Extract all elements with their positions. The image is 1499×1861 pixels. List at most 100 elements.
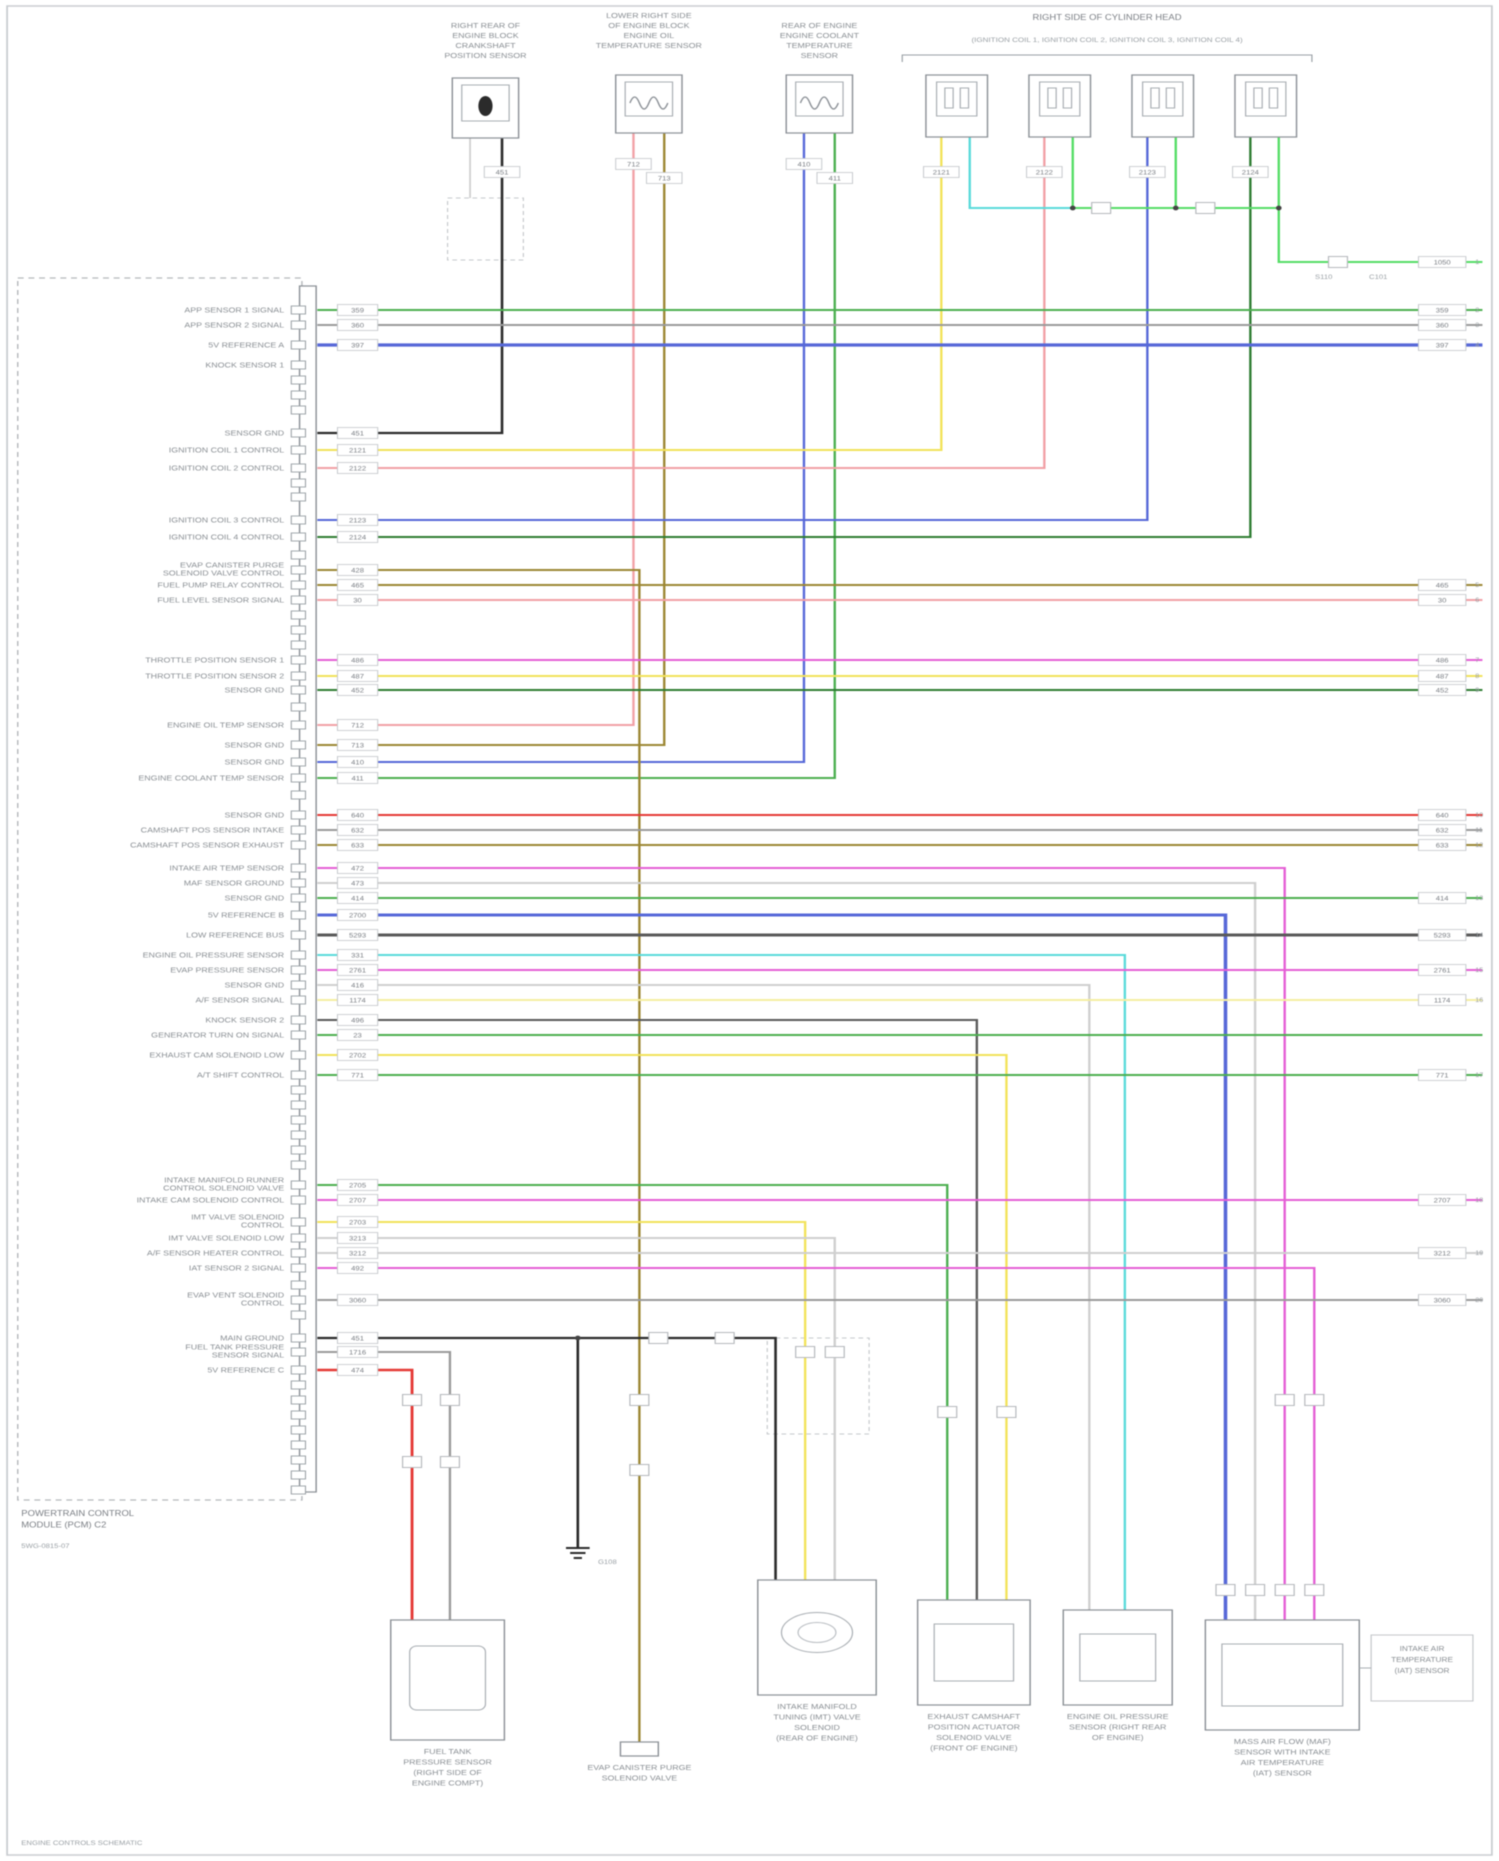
pcm-wire-code-box [336, 909, 379, 921]
pcm-pin [290, 305, 307, 315]
pcm-pin-label: GENERATOR TURN ON SIGNAL [151, 1031, 284, 1039]
wire-imt-control [317, 1221, 807, 1580]
top-wire-code-label: 2123 [1139, 169, 1156, 176]
edge-pin-number: 16 [1475, 997, 1483, 1003]
pcm-pin [290, 1248, 307, 1258]
pcm-wire-code-label: 633 [351, 842, 364, 849]
thermistor-icon [629, 96, 669, 110]
component-label: (FRONT OF ENGINE) [930, 1744, 1018, 1752]
pcm-wire-code-box [336, 594, 379, 606]
edge-wire-code-box [1418, 670, 1467, 682]
edge-pin-number: 2 [1475, 307, 1479, 313]
top-wire-code-box [1232, 166, 1269, 178]
ignition-coil-1 [925, 74, 989, 138]
edge-pin-number: 17 [1475, 1072, 1483, 1078]
component-label: POSITION SENSOR [444, 52, 526, 60]
coil-terminal [1165, 87, 1176, 109]
component-engine-oil-pressure-sensor [1062, 1609, 1173, 1706]
inline-connector [1195, 202, 1216, 214]
component-label: POSITION ACTUATOR [928, 1723, 1020, 1731]
pcm-pin [290, 1100, 307, 1110]
edge-wire-code-label: 1050 [1434, 259, 1451, 266]
edge-wire-code-box [1418, 892, 1467, 904]
pcm-pin [290, 1233, 307, 1243]
component-inner-exhaust-cam-actuator [933, 1623, 1015, 1682]
inline-connector [1327, 256, 1349, 268]
pcm-pin-label: CONTROL [241, 1221, 285, 1229]
junction-dot [1172, 205, 1179, 211]
pcm-pin [290, 445, 307, 455]
component-label: RIGHT REAR OF [451, 22, 520, 30]
wire-eop-low [317, 984, 1091, 1610]
coil-group-subtitle: (IGNITION COIL 1, IGNITION COIL 2, IGNIT… [971, 36, 1243, 44]
edge-wire-code-box [1418, 929, 1467, 941]
pcm-wire-code-label: 3212 [349, 1250, 366, 1257]
edge-pin-number: 13 [1475, 895, 1483, 901]
pcm-pin-label: FUEL PUMP RELAY CONTROL [157, 581, 284, 589]
pcm-wire-code-label: 331 [351, 952, 364, 959]
pcm-wire-code-label: 474 [351, 1367, 364, 1374]
pcm-pin-label: IMT VALVE SOLENOID LOW [168, 1234, 284, 1242]
pcm-pin [290, 1395, 307, 1405]
pcm-wire-code-box [336, 1194, 379, 1206]
inline-connector [1304, 1584, 1325, 1596]
component-label: SENSOR (RIGHT REAR [1069, 1723, 1166, 1731]
edge-wire-code-label: 5293 [1434, 932, 1451, 939]
pcm-wire-code-label: 2702 [349, 1052, 366, 1059]
pcm-wire-code-label: 359 [351, 307, 364, 314]
wire-eop-signal [317, 954, 1127, 1610]
ignition-coil-3 [1131, 74, 1195, 138]
edge-pin-number: 10 [1475, 812, 1483, 818]
pcm-pin [290, 671, 307, 681]
top-wire-code-box [785, 158, 823, 170]
wire-eot-low [317, 133, 666, 746]
component-label: TEMPERATURE [786, 42, 853, 50]
pcm-wire-code-box [336, 1294, 379, 1306]
pcm-wire-code-label: 2703 [349, 1219, 366, 1226]
page-border [6, 5, 1493, 1856]
pcm-wire-code-box [336, 1069, 379, 1081]
pcm-wire-code-box [336, 979, 379, 991]
pcm-pin [290, 740, 307, 750]
edge-pin-number: 18 [1475, 1197, 1483, 1203]
pcm-pin-label: SENSOR GND [225, 981, 285, 989]
pcm-pin [290, 685, 307, 695]
edge-wire-code-label: 452 [1436, 687, 1449, 694]
component-maf-iat-sensor [1204, 1619, 1360, 1731]
edge-wire-code-box [1418, 579, 1467, 591]
top-wire-code-label: 451 [496, 169, 509, 176]
pcm-pin [290, 1410, 307, 1420]
edge-pin-number: 5 [1475, 582, 1479, 588]
wire-coil2-control [317, 137, 1046, 469]
pcm-pin [290, 390, 307, 400]
component-label: LOWER RIGHT SIDE [606, 12, 692, 20]
component-label: ENGINE COOLANT [780, 32, 859, 40]
pcm-pin-label: SENSOR GND [225, 894, 285, 902]
edge-wire-code-box [1418, 1294, 1467, 1306]
edge-pin-number: 9 [1475, 687, 1479, 693]
pcm-pin [290, 910, 307, 920]
component-label: SOLENOID VALVE [602, 1774, 678, 1782]
edge-wire-code-label: 771 [1436, 1072, 1449, 1079]
edge-wire-code-label: 359 [1436, 307, 1449, 314]
pcm-wire-code-box [336, 339, 379, 351]
wire-eot-signal [317, 133, 635, 726]
edge-pin-number: 14 [1475, 932, 1483, 938]
pcm-pin-label: CAMSHAFT POS SENSOR EXHAUST [130, 841, 284, 849]
component-label: EXHAUST CAMSHAFT [927, 1713, 1020, 1721]
inline-connector [824, 1346, 845, 1358]
inline-connector [1304, 1394, 1325, 1406]
inline-connector [1274, 1394, 1295, 1406]
edge-wire-code-label: 30 [1438, 597, 1447, 604]
component-label: OF ENGINE BLOCK [608, 22, 690, 30]
pcm-pin [290, 1030, 307, 1040]
pcm-pin-label: 5V REFERENCE A [208, 341, 284, 349]
junction-dot [574, 1335, 581, 1341]
misc-text: S110 [1315, 274, 1332, 281]
pcm-wire-code-box [336, 772, 379, 784]
coil-terminal [1253, 87, 1263, 109]
edge-wire-code-box [1418, 319, 1467, 331]
pcm-wire-code-box [336, 444, 379, 456]
pcm-wire-code-label: 712 [351, 722, 364, 729]
